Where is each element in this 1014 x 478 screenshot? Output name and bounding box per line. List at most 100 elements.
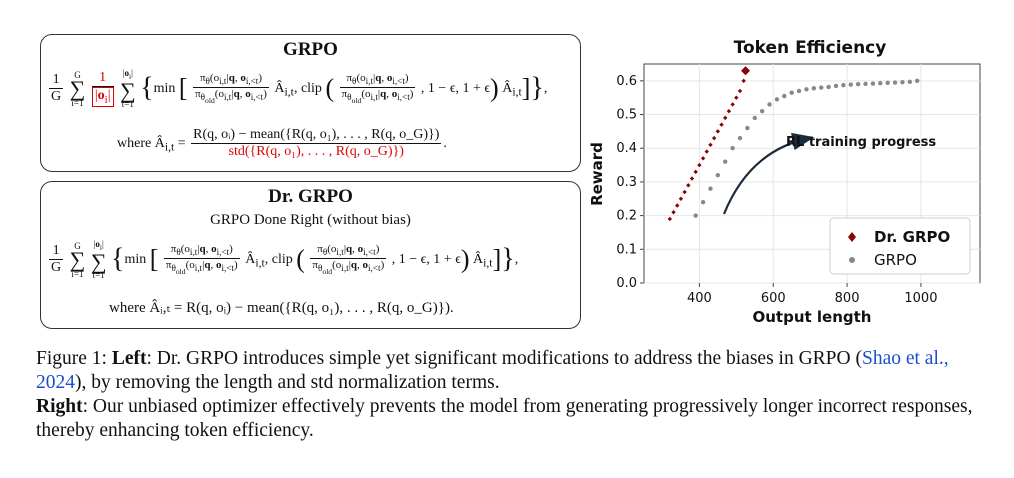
grpo-point [819, 85, 824, 90]
grpo-point [693, 213, 698, 218]
drgrpo-point [715, 129, 721, 134]
citation-separator: , [943, 348, 949, 369]
y-ticks: 0.0 0.1 0.2 0.3 0.4 0.5 0.6 [616, 74, 644, 291]
grpo-point [796, 88, 802, 94]
drgrpo-point [693, 169, 698, 175]
grpo-advantage-numerator: R(q, oᵢ) − mean({R(q, o₁), . . . , R(q, … [191, 127, 442, 145]
grpo-point [915, 78, 920, 84]
grpo-point [885, 80, 890, 86]
token-efficiency-chart: Token Efficiency 0.0 0.1 0.2 0.3 0.4 0.5 0.6 4… [590, 38, 981, 326]
caption-left-text-2: ), by removing the length and std normal… [75, 372, 500, 393]
drgrpo-subtitle: GRPO Done Right (without bias) [210, 212, 411, 228]
grpo-point [878, 81, 883, 86]
drgrpo-point [734, 95, 739, 100]
grpo-where: where [117, 135, 152, 151]
grpo-point [737, 135, 743, 141]
y-tick-label: 0.0 [616, 276, 637, 291]
grpo-point [759, 108, 765, 114]
legend-box [829, 217, 971, 275]
y-axis-label: Reward [590, 142, 606, 206]
drgrpo-advantage-formula: Âᵢ,ₜ = R(q, oᵢ) − mean({R(q, o₁), . . . … [149, 300, 454, 316]
grpo-point [900, 79, 905, 85]
drgrpo-point [700, 156, 706, 161]
grpo-point [833, 83, 839, 89]
drgrpo-point [686, 183, 691, 188]
grpo-point [745, 125, 750, 131]
drgrpo-point [719, 122, 724, 127]
drgrpo-point [675, 203, 680, 208]
drgrpo-point [741, 78, 746, 84]
training-progress-arrow [722, 132, 815, 215]
grpo-point [841, 83, 846, 88]
grpo-point [782, 93, 787, 99]
legend-marker-grpo [849, 257, 855, 263]
citation-year: 2024 [36, 372, 75, 393]
grpo-point [715, 172, 721, 178]
series-grpo [693, 78, 920, 218]
x-axis-label: Output length [753, 308, 872, 326]
grpo-title: GRPO [283, 39, 338, 60]
drgrpo-point [708, 142, 713, 148]
drgrpo-title: Dr. GRPO [268, 186, 353, 207]
caption-right-text: : Our unbiased optimizer effectively pre… [36, 396, 973, 441]
drgrpo-advantage: where Âᵢ,ₜ = R(q, oᵢ) − mean({R(q, o₁), … [109, 298, 454, 317]
grpo-advantage: where Âi,t = R(q, oᵢ) − mean({R(q, o₁), … [117, 127, 447, 160]
grpo-advantage-denominator: std({R(q, o₁), . . . , R(q, o_G)}) [228, 144, 404, 160]
figure-caption: Figure 1: Left: Dr. GRPO introduces simp… [36, 347, 986, 443]
caption-right-label: Right [36, 396, 83, 417]
drgrpo-point [741, 66, 751, 76]
grpo-point [863, 81, 868, 87]
x-ticks: 400 600 800 1000 [687, 283, 937, 306]
y-tick-label: 0.4 [616, 141, 637, 156]
x-tick-label: 800 [835, 291, 860, 306]
y-tick-label: 0.2 [616, 209, 637, 224]
grpo-point [700, 199, 706, 205]
drgrpo-point [697, 162, 702, 168]
grpo-point [789, 90, 794, 95]
legend-label-drgrpo: Dr. GRPO [874, 228, 950, 246]
x-tick-label: 600 [761, 291, 786, 306]
chart-title: Token Efficiency [734, 38, 887, 58]
grpo-point [804, 87, 809, 92]
drgrpo-formula-box: Dr. GRPO GRPO Done Right (without bias) … [40, 181, 581, 329]
y-tick-label: 0.6 [616, 74, 637, 89]
grpo-point [826, 84, 831, 90]
drgrpo-point [678, 196, 684, 201]
grpo-point [767, 102, 772, 107]
grpo-point [774, 97, 780, 102]
y-tick-label: 0.1 [616, 242, 637, 257]
y-tick-label: 0.3 [616, 175, 637, 190]
citation-link[interactable]: Shao et al., 2024 [36, 348, 949, 393]
legend-marker-drgrpo [848, 232, 856, 242]
drgrpo-point [667, 216, 673, 222]
grpo-point [811, 86, 817, 91]
grpo-point [708, 186, 713, 191]
drgrpo-point [711, 135, 717, 141]
grpo-point [870, 81, 876, 86]
drgrpo-point [723, 115, 728, 121]
drgrpo-point [704, 149, 709, 154]
series-drgrpo [667, 66, 751, 222]
drgrpo-point [737, 88, 743, 94]
drgrpo-point [726, 108, 732, 114]
legend: Dr. GRPO GRPO [829, 217, 971, 275]
annotation-training-progress: RL training progress [786, 135, 936, 150]
legend-label-grpo: GRPO [874, 251, 917, 269]
citation-author: Shao et al. [861, 348, 944, 369]
drgrpo-point [682, 189, 687, 195]
y-tick-label: 0.5 [616, 108, 637, 123]
grpo-point [730, 146, 735, 151]
drgrpo-point [730, 102, 735, 107]
grpo-point [848, 82, 853, 87]
drgrpo-point [689, 176, 695, 181]
drgrpo-point [671, 210, 676, 215]
figure-label: Figure 1: [36, 348, 107, 369]
x-tick-label: 400 [687, 291, 712, 306]
drgrpo-where: where [109, 300, 146, 316]
grpo-point [723, 159, 728, 164]
grpo-point [752, 115, 757, 121]
caption-left-text-1: : Dr. GRPO introduces simple yet signifi… [146, 348, 862, 369]
